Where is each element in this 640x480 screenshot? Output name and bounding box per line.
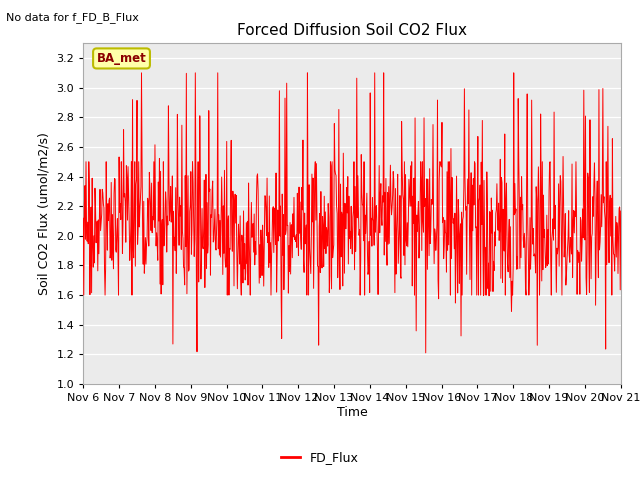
- X-axis label: Time: Time: [337, 406, 367, 419]
- Text: BA_met: BA_met: [97, 52, 147, 65]
- Y-axis label: Soil CO2 Flux (umol/m2/s): Soil CO2 Flux (umol/m2/s): [38, 132, 51, 295]
- Legend: FD_Flux: FD_Flux: [276, 446, 364, 469]
- Text: No data for f_FD_B_Flux: No data for f_FD_B_Flux: [6, 12, 140, 23]
- Title: Forced Diffusion Soil CO2 Flux: Forced Diffusion Soil CO2 Flux: [237, 23, 467, 38]
